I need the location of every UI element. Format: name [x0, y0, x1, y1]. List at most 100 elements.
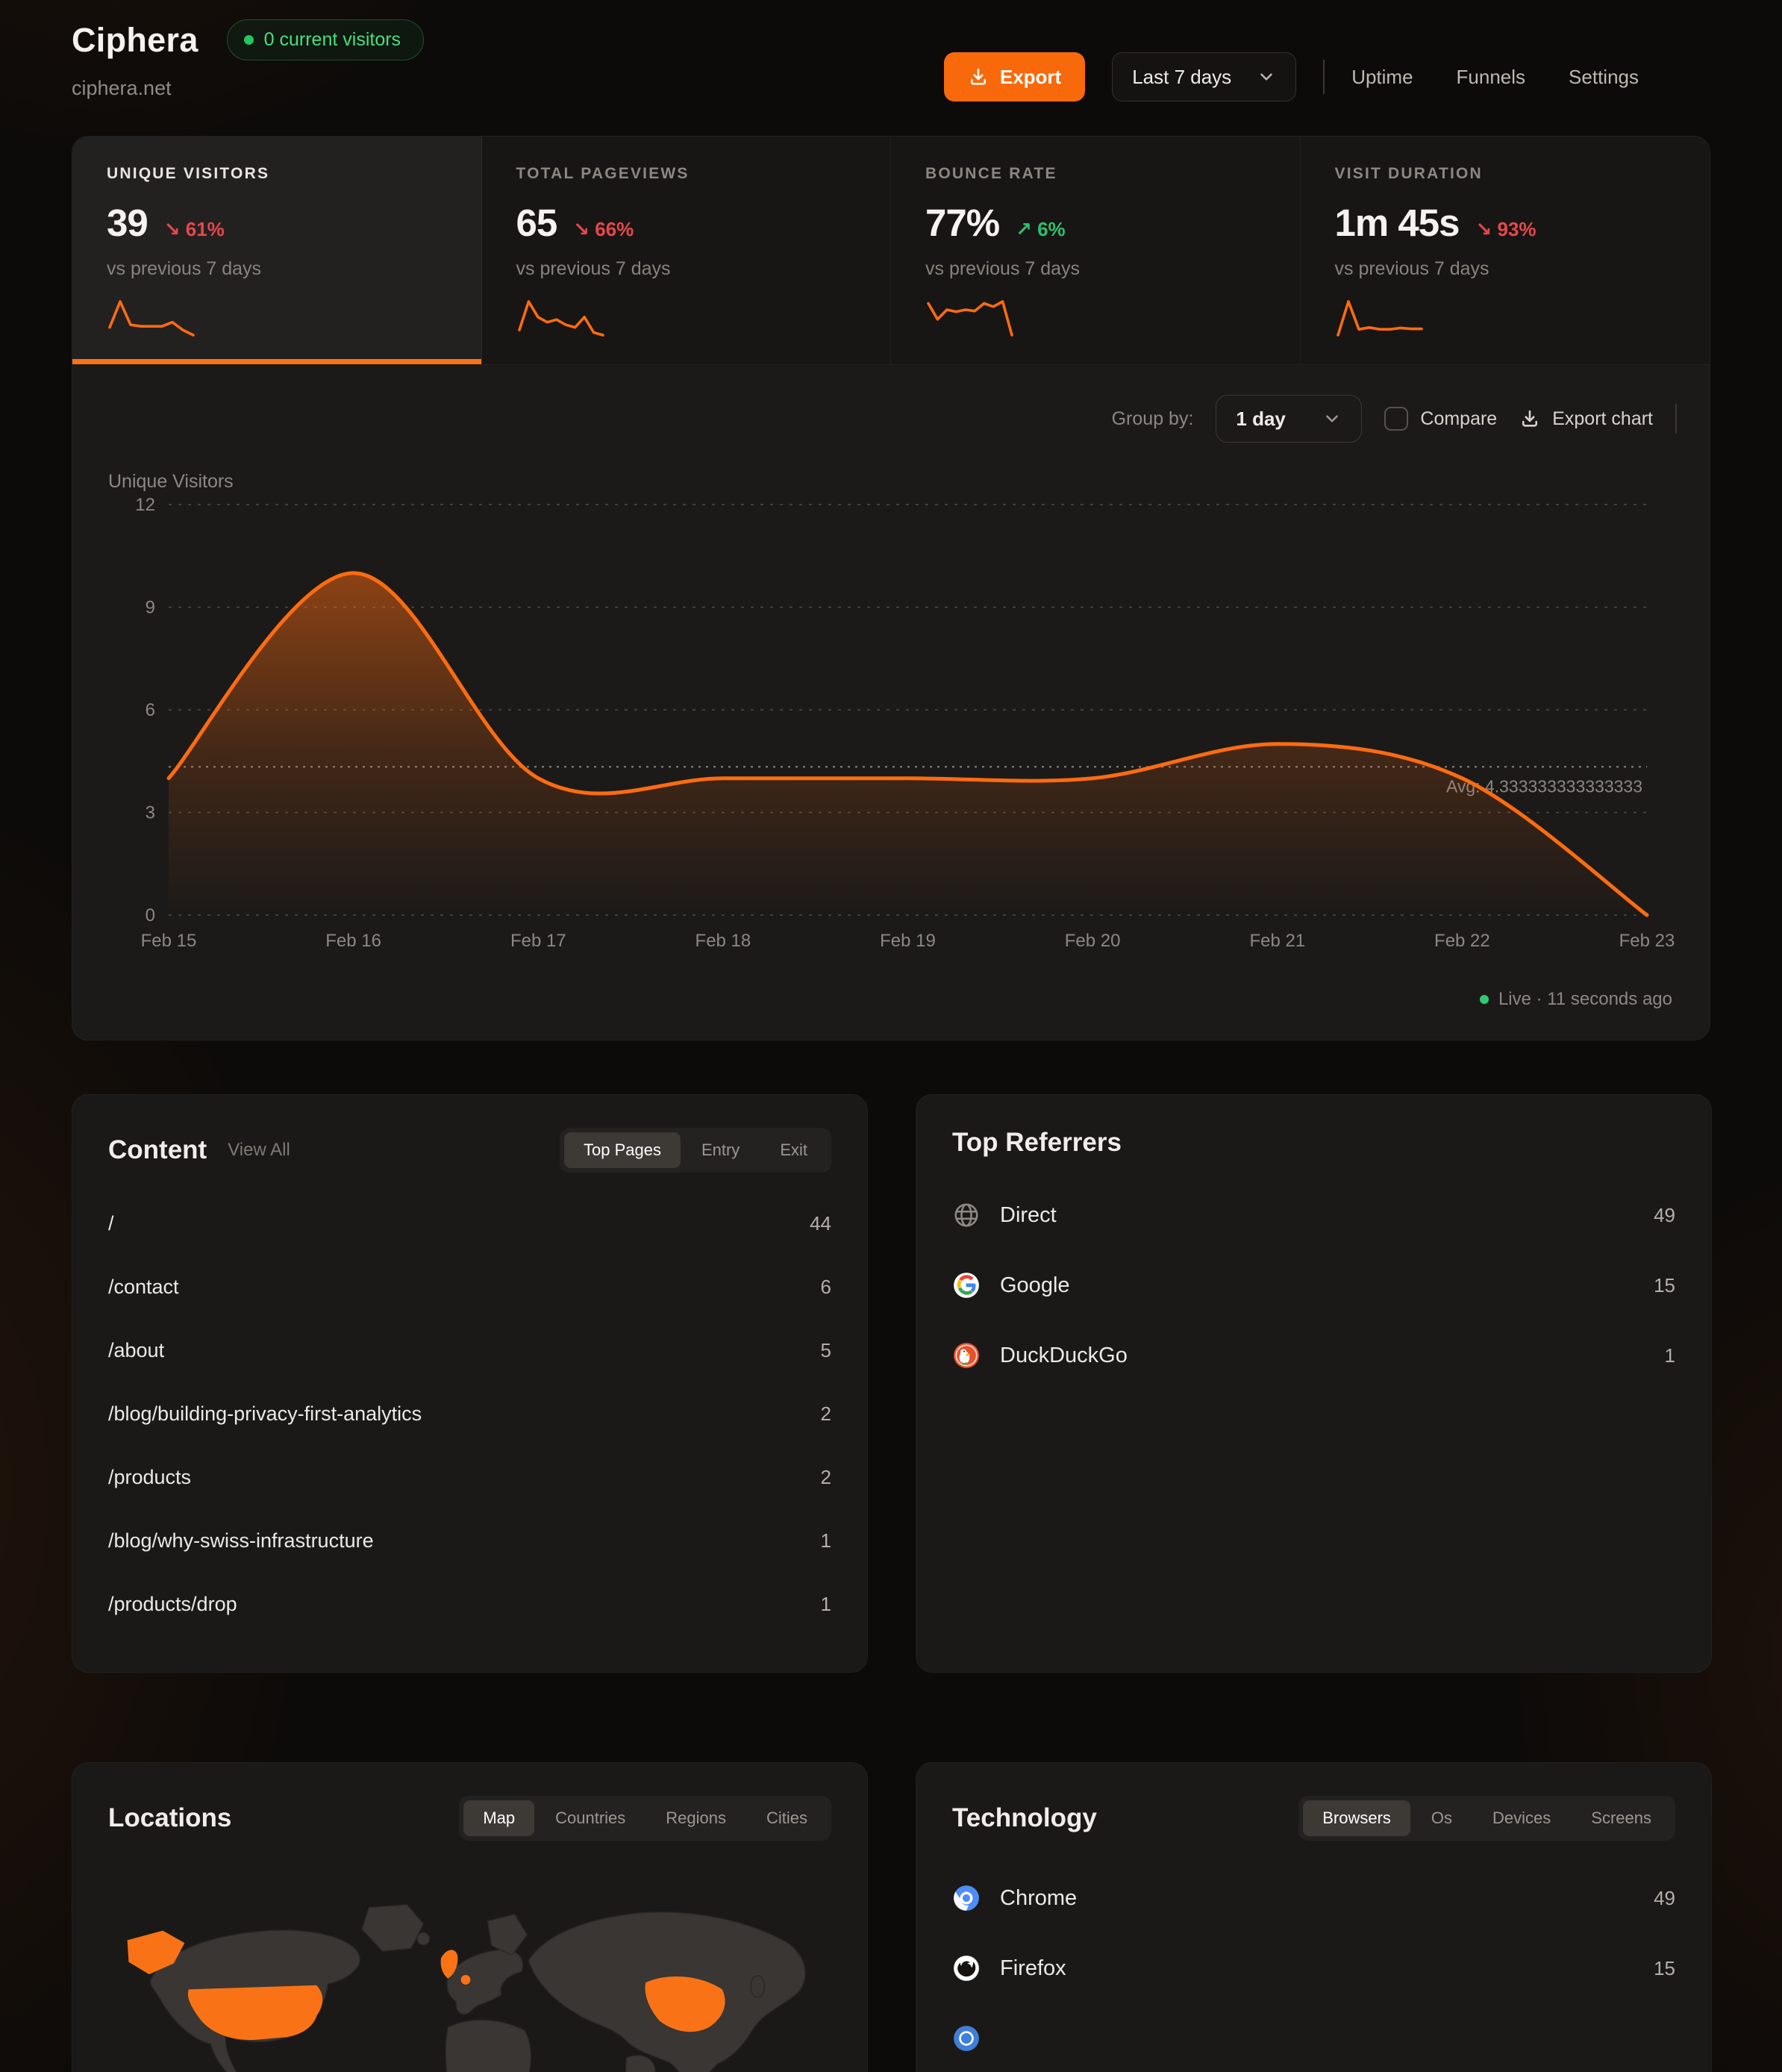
- brand-title: Ciphera: [72, 20, 198, 59]
- export-chart-button[interactable]: Export chart: [1519, 408, 1653, 430]
- tab-devices[interactable]: Devices: [1492, 1809, 1551, 1827]
- svg-text:Feb 18: Feb 18: [695, 931, 751, 951]
- top-pages-list: / 44/contact 6/about 5/blog/building-privac…: [108, 1192, 831, 1636]
- page-count: 2: [820, 1466, 831, 1488]
- stat-card-unique-visitors[interactable]: UNIQUE VISITORS 39 ↘ 61% vs previous 7 days: [72, 137, 482, 364]
- download-icon: [968, 66, 989, 87]
- referrer-row-count: 1: [1664, 1344, 1675, 1367]
- referrer-row-count: 49: [1654, 1203, 1675, 1226]
- tab-top-pages[interactable]: Top Pages: [563, 1132, 681, 1168]
- stat-value: 39: [107, 202, 148, 244]
- export-button[interactable]: Export: [943, 52, 1086, 102]
- referrer-row-duckduckgo[interactable]: DuckDuckGo 1: [952, 1320, 1675, 1391]
- stat-card-visit-duration[interactable]: VISIT DURATION 1m 45s ↘ 93% vs previous 7 d…: [1300, 137, 1710, 364]
- stat-card-total-pageviews[interactable]: TOTAL PAGEVIEWS 65 ↘ 66% vs previous 7 days: [481, 137, 891, 364]
- referrers-title: Top Referrers: [952, 1128, 1122, 1157]
- live-status-label: Live · 11 seconds ago: [1498, 989, 1672, 1009]
- google-icon: [952, 1271, 981, 1299]
- referrer-row-direct[interactable]: Direct 49: [952, 1180, 1675, 1250]
- site-domain: ciphera.net: [72, 77, 172, 99]
- compare-toggle[interactable]: Compare: [1384, 407, 1497, 431]
- page-path: /products/drop: [108, 1593, 237, 1615]
- page-row[interactable]: /contact 6: [108, 1255, 831, 1319]
- svg-text:Feb 16: Feb 16: [325, 931, 381, 951]
- download-icon: [1519, 408, 1540, 429]
- browser-row-label: Chrome: [1000, 1885, 1078, 1910]
- compare-label: Compare: [1420, 408, 1498, 429]
- page-row[interactable]: /blog/building-privacy-first-analytics 2: [108, 1382, 831, 1446]
- current-visitors-label: 0 current visitors: [263, 29, 401, 50]
- stat-sparkline: [517, 300, 604, 337]
- page-count: 44: [810, 1212, 831, 1235]
- chevron-down-icon: [1257, 67, 1276, 87]
- chart-controls: Group by: 1 day Compare Export chart: [105, 395, 1677, 443]
- panels-row-meta: Locations Map Countries Regions Cities: [72, 1762, 1712, 2072]
- referrer-row-count: 15: [1654, 1273, 1675, 1296]
- nav-link-funnels[interactable]: Funnels: [1456, 65, 1526, 88]
- nav-link-uptime[interactable]: Uptime: [1351, 65, 1413, 88]
- map-region-united-kingdom: [440, 1950, 458, 1979]
- tab-countries[interactable]: Countries: [555, 1809, 626, 1827]
- map-region-greenland: [361, 1904, 425, 1952]
- tab-screens[interactable]: Screens: [1591, 1809, 1651, 1827]
- page-row[interactable]: /products/drop 1: [108, 1573, 831, 1636]
- browser-icon: [952, 2024, 981, 2053]
- page-row[interactable]: /blog/why-swiss-infrastructure 1: [108, 1509, 831, 1573]
- chart-axis-title: Unique Visitors: [108, 471, 234, 492]
- referrer-row-label: Direct: [1000, 1202, 1057, 1227]
- map-region-japan: [750, 1975, 766, 1998]
- browser-row-partial[interactable]: [952, 2003, 1675, 2072]
- page-row[interactable]: /products 2: [108, 1446, 831, 1509]
- stat-sparkline: [1336, 300, 1423, 337]
- nav-link-settings[interactable]: Settings: [1569, 65, 1639, 88]
- date-range-select[interactable]: Last 7 days: [1112, 52, 1297, 102]
- tab-entry[interactable]: Entry: [701, 1140, 740, 1159]
- tab-regions[interactable]: Regions: [666, 1809, 726, 1827]
- stats-strip: UNIQUE VISITORS 39 ↘ 61% vs previous 7 days…: [72, 137, 1710, 365]
- compare-checkbox[interactable]: [1384, 407, 1409, 431]
- tab-browsers[interactable]: Browsers: [1303, 1800, 1410, 1836]
- stat-card-bounce-rate[interactable]: BOUNCE RATE 77% ↗ 6% vs previous 7 days: [891, 137, 1301, 364]
- page-path: /about: [108, 1339, 165, 1361]
- group-by-select[interactable]: 1 day: [1216, 395, 1363, 443]
- content-tabs: Top Pages Entry Exit: [559, 1128, 831, 1173]
- live-visitors-dot-icon: [243, 35, 254, 45]
- analytics-panel: UNIQUE VISITORS 39 ↘ 61% vs previous 7 days…: [72, 136, 1710, 1040]
- technology-tabs: Browsers Os Devices Screens: [1298, 1796, 1675, 1841]
- view-all-link[interactable]: View All: [228, 1140, 290, 1160]
- page-row[interactable]: / 44: [108, 1192, 831, 1255]
- tab-os[interactable]: Os: [1431, 1809, 1453, 1827]
- current-visitors-badge: 0 current visitors: [226, 19, 425, 60]
- svg-text:Feb 19: Feb 19: [880, 931, 936, 951]
- svg-text:3: 3: [146, 803, 155, 823]
- browser-row-chrome[interactable]: Chrome 49: [952, 1863, 1675, 1933]
- stat-value: 1m 45s: [1334, 202, 1460, 244]
- map-region-europe: [446, 1949, 524, 2015]
- browser-row-firefox[interactable]: Firefox 15: [952, 1933, 1675, 2003]
- export-button-label: Export: [999, 65, 1062, 88]
- tab-cities[interactable]: Cities: [766, 1809, 807, 1827]
- tab-exit[interactable]: Exit: [780, 1140, 807, 1159]
- map-region-india: [625, 2055, 656, 2072]
- page-count: 6: [820, 1276, 831, 1298]
- page-path: /blog/why-swiss-infrastructure: [108, 1529, 374, 1552]
- page-count: 5: [820, 1339, 831, 1361]
- referrer-row-label: DuckDuckGo: [1000, 1343, 1128, 1367]
- svg-text:Feb 22: Feb 22: [1434, 931, 1490, 951]
- stat-value-row: 1m 45s ↘ 93%: [1335, 201, 1676, 245]
- date-range-value: Last 7 days: [1132, 65, 1232, 88]
- group-by-label: Group by:: [1111, 408, 1194, 429]
- group-by-value: 1 day: [1236, 407, 1286, 430]
- svg-text:Feb 23: Feb 23: [1619, 931, 1675, 951]
- firefox-icon: [952, 1954, 981, 1982]
- export-chart-label: Export chart: [1552, 408, 1653, 429]
- locations-panel: Locations Map Countries Regions Cities: [72, 1762, 868, 2072]
- referrer-row-google[interactable]: Google 15: [952, 1250, 1675, 1320]
- svg-text:0: 0: [146, 905, 155, 926]
- page-row[interactable]: /about 5: [108, 1319, 831, 1382]
- tab-map[interactable]: Map: [463, 1800, 535, 1836]
- technology-panel-header: Technology Browsers Os Devices Screens: [952, 1796, 1675, 1841]
- map-region-china: [645, 1976, 725, 2032]
